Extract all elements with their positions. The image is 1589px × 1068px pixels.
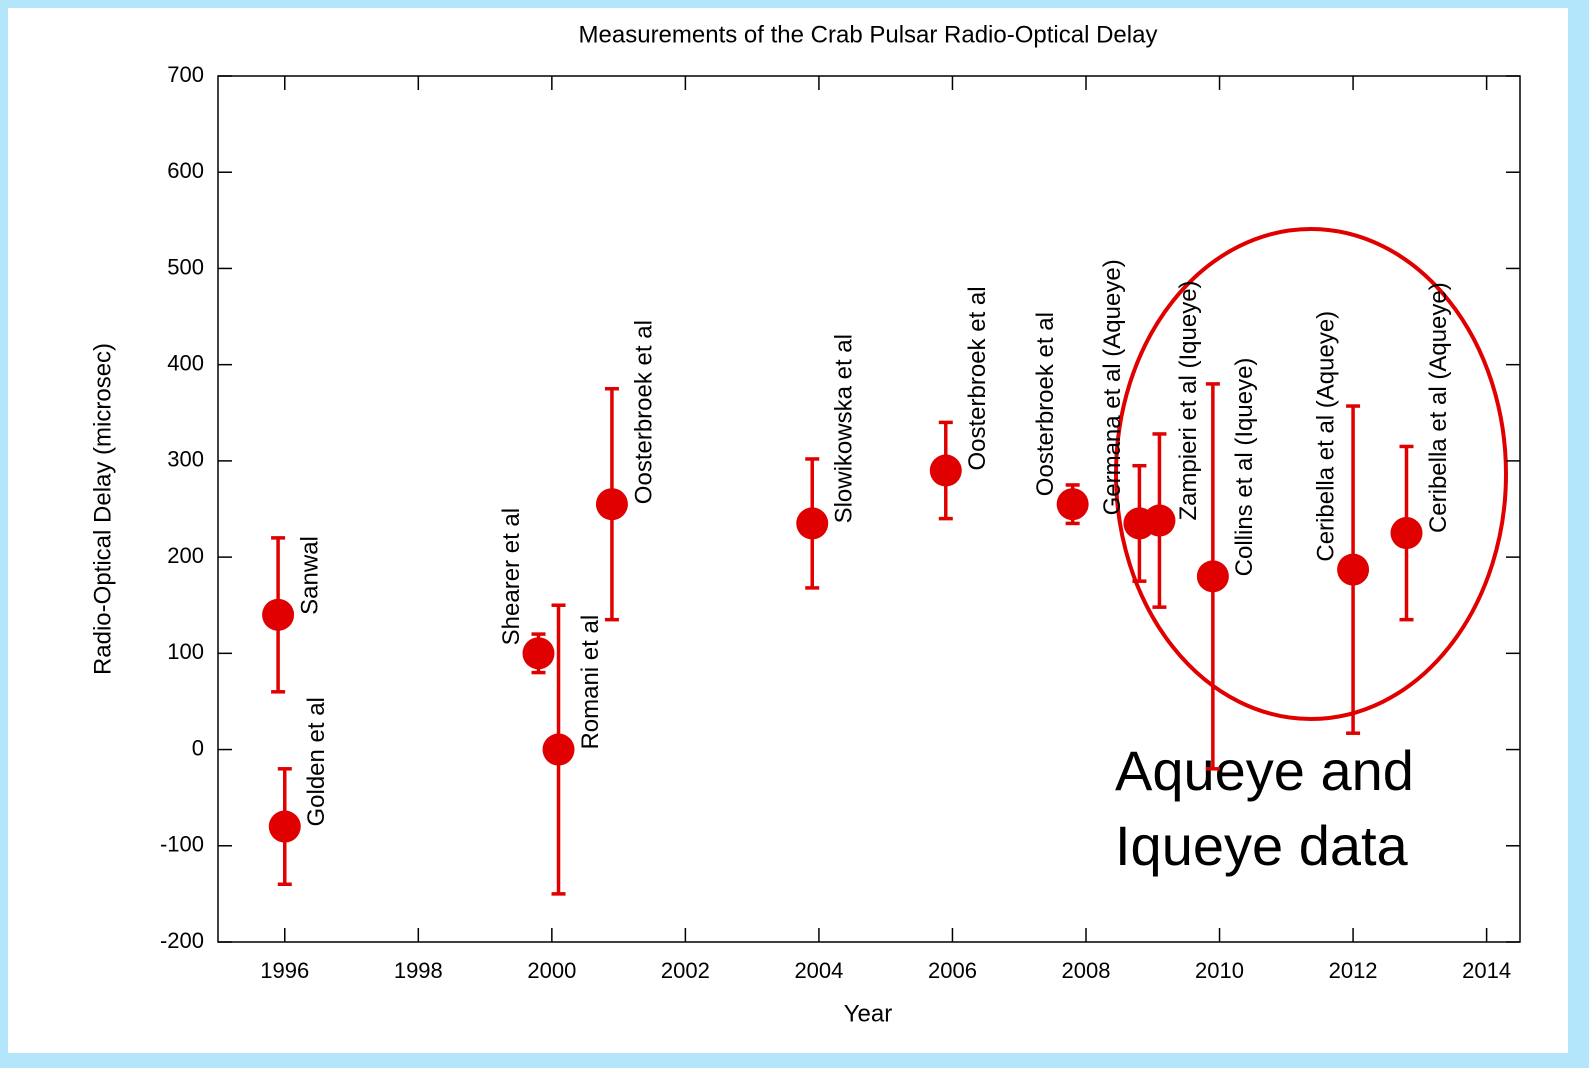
x-tick-label: 2002	[661, 958, 710, 983]
data-point	[542, 733, 575, 766]
data-point	[796, 507, 829, 540]
x-tick-label: 2006	[928, 958, 977, 983]
x-axis-label: Year	[844, 1000, 893, 1027]
plot-frame	[217, 75, 1521, 943]
point-label: Oosterbroek et al	[964, 286, 991, 470]
point-label: Slowikowska et al	[831, 334, 858, 523]
highlight-ellipse	[1114, 227, 1508, 721]
data-point	[522, 637, 555, 670]
x-tick-label: 2012	[1329, 958, 1378, 983]
data-point	[268, 810, 301, 843]
point-label: Ceribella et al (Aqueye)	[1312, 311, 1339, 562]
y-tick-label: 200	[167, 543, 204, 568]
point-label: Zampieri et al (Iqueye)	[1175, 280, 1202, 520]
point-label: Shearer et al	[498, 508, 525, 645]
y-tick-label: 400	[167, 350, 204, 375]
data-point	[1337, 553, 1370, 586]
x-tick-label: 2010	[1195, 958, 1244, 983]
point-label: Golden et al	[303, 697, 330, 826]
y-tick-label: 500	[167, 254, 204, 279]
data-point	[262, 598, 295, 631]
y-tick-label: 600	[167, 158, 204, 183]
point-label: Germana et al (Aqueye)	[1099, 259, 1126, 515]
x-tick-label: 1996	[260, 958, 309, 983]
data-point	[1056, 488, 1089, 521]
x-tick-label: 2000	[527, 958, 576, 983]
x-tick-label: 2004	[794, 958, 843, 983]
data-point	[929, 454, 962, 487]
point-label: Oosterbroek et al	[1032, 312, 1059, 496]
y-tick-label: 300	[167, 447, 204, 472]
point-label: Romani et al	[577, 615, 604, 750]
point-label: Oosterbroek et al	[630, 320, 657, 504]
y-tick-label: 0	[192, 735, 204, 760]
annotation-line: Aqueye and	[1115, 739, 1414, 802]
point-label: Collins et al (Iqueye)	[1231, 358, 1258, 577]
annotation-line: Iqueye data	[1115, 814, 1409, 877]
chart-title: Measurements of the Crab Pulsar Radio-Op…	[579, 21, 1158, 48]
point-label: Ceribella et al (Aqueye)	[1425, 282, 1452, 533]
chart-background	[8, 8, 1568, 1053]
y-tick-label: 100	[167, 639, 204, 664]
data-point	[1196, 560, 1229, 593]
data-point	[1143, 504, 1176, 537]
y-tick-label: -100	[160, 832, 204, 857]
data-point	[595, 488, 628, 521]
y-axis-label: Radio-Optical Delay (microsec)	[89, 343, 116, 675]
x-tick-label: 2014	[1462, 958, 1511, 983]
data-point	[1390, 517, 1423, 550]
x-tick-label: 1998	[394, 958, 443, 983]
x-tick-label: 2008	[1062, 958, 1111, 983]
y-tick-label: 700	[167, 62, 204, 87]
y-tick-label: -200	[160, 928, 204, 953]
point-label: Sanwal	[296, 536, 323, 615]
